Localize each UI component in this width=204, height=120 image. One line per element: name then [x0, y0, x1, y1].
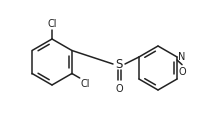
Text: S: S: [115, 57, 123, 71]
Text: Cl: Cl: [47, 19, 57, 29]
Text: Cl: Cl: [81, 79, 90, 89]
Text: O: O: [178, 67, 186, 77]
Text: N: N: [178, 52, 185, 62]
Text: O: O: [115, 84, 123, 95]
